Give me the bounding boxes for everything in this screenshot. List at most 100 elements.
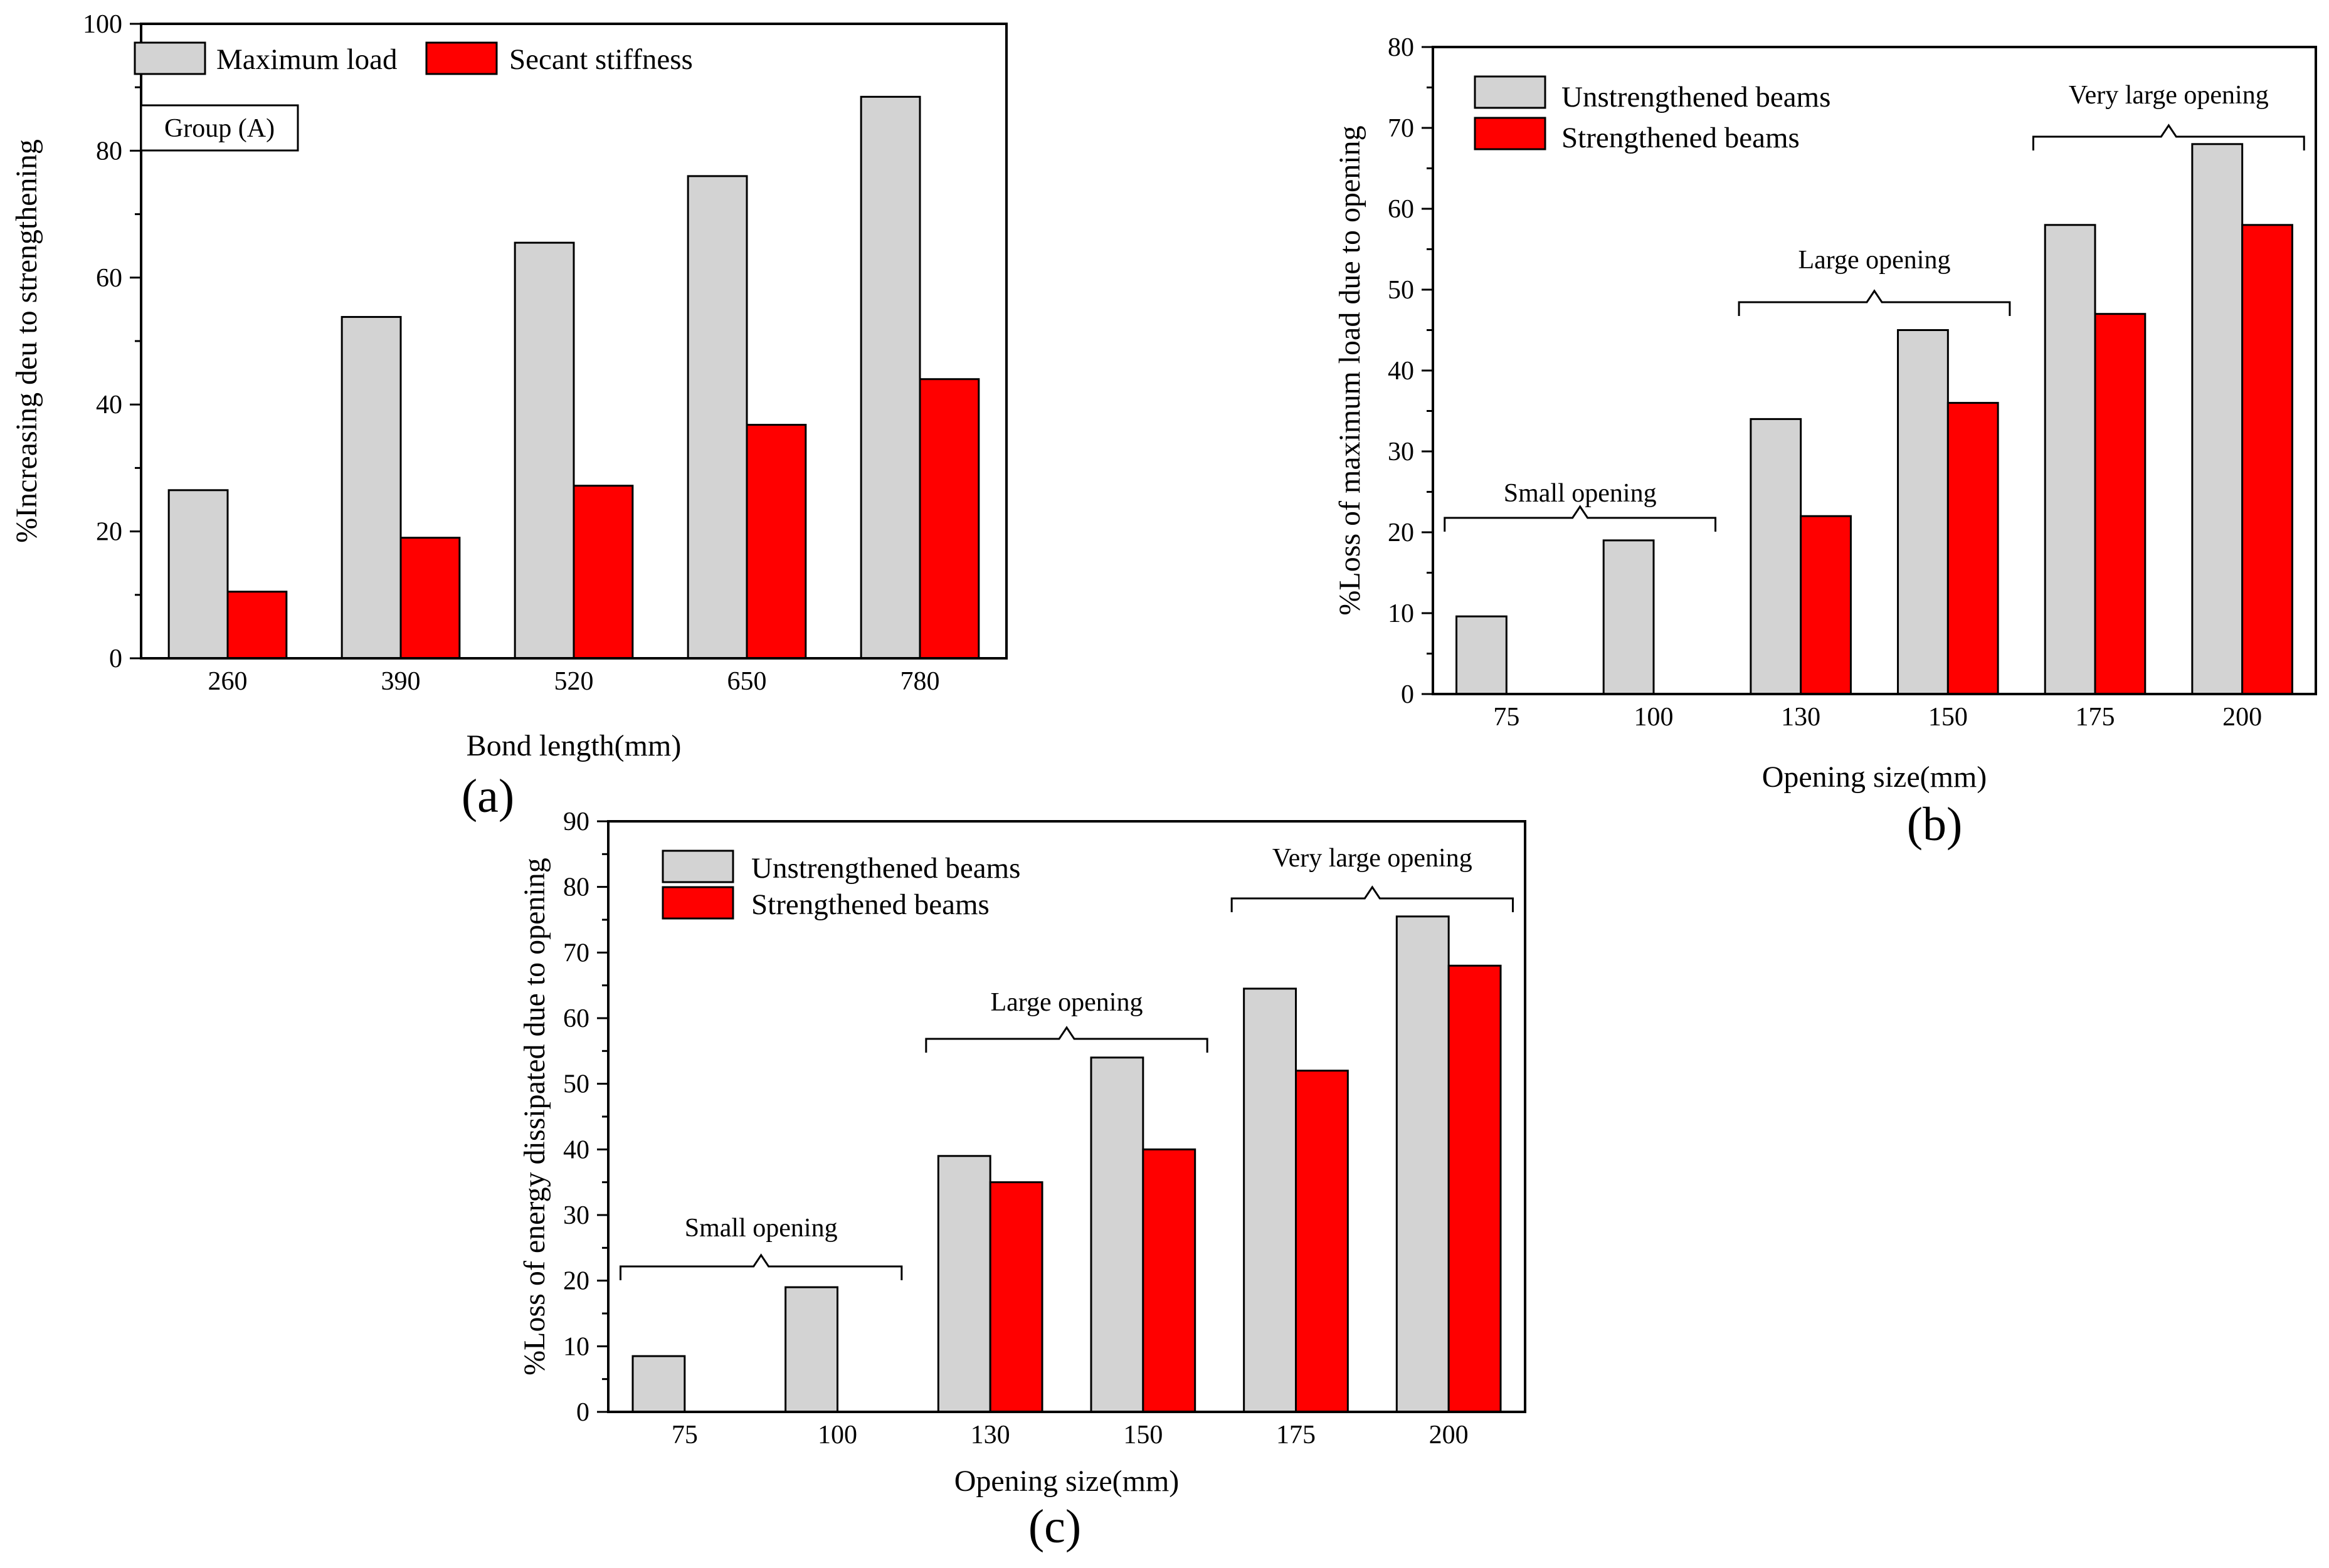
x-tick-label: 650 <box>727 667 767 696</box>
panel-label: (c) <box>1028 1500 1081 1553</box>
x-tick-label: 130 <box>971 1421 1010 1450</box>
bar-a-s0-520 <box>514 241 575 660</box>
y-tick-label: 80 <box>563 873 589 902</box>
bracket-b-0 <box>1444 505 1717 532</box>
bar-c-s1-150 <box>1142 1148 1196 1413</box>
bar-c-s0-150 <box>1090 1056 1144 1413</box>
y-tick-label: 50 <box>1388 276 1414 305</box>
y-tick-label: 90 <box>563 808 589 836</box>
x-tick-label: 200 <box>2222 703 2262 732</box>
legend-swatch-c-0 <box>662 850 734 883</box>
y-tick-label: 10 <box>563 1332 589 1361</box>
group-label: Group (A) <box>164 114 275 143</box>
y-tick-label: 60 <box>96 264 122 293</box>
y-tick-label: 10 <box>1388 599 1414 628</box>
bar-a-s1-780 <box>919 378 980 660</box>
bar-c-s0-100 <box>784 1286 838 1413</box>
x-tick-label: 520 <box>554 667 594 696</box>
y-tick-label: 40 <box>96 391 122 419</box>
bar-b-s0-75 <box>1455 615 1508 695</box>
legend-label: Strengthened beams <box>751 888 990 921</box>
bar-b-s1-200 <box>2241 224 2293 695</box>
panel-label: (b) <box>1907 798 1963 851</box>
x-tick-label: 100 <box>1634 703 1674 732</box>
x-tick-label: 260 <box>208 667 248 696</box>
legend-label: Secant stiffness <box>509 43 693 76</box>
chart-c: 0 10 20 30 40 50 60 70 80 90 75 100 130 150 175 200 Open… <box>518 808 1526 1553</box>
bar-b-s1-130 <box>1800 515 1852 695</box>
bracket-c-1 <box>925 1026 1208 1053</box>
x-tick-label: 390 <box>381 667 421 696</box>
group-box <box>140 104 299 152</box>
bar-c-s0-75 <box>631 1355 686 1413</box>
y-tick-label: 80 <box>96 137 122 166</box>
legend-swatch-b-0 <box>1474 75 1546 109</box>
y-tick-label: 0 <box>1401 680 1414 709</box>
y-tick-label: 40 <box>1388 357 1414 386</box>
legend-swatch-b-1 <box>1474 117 1546 150</box>
y-tick-label: 70 <box>1388 114 1414 143</box>
bar-c-s0-175 <box>1243 987 1297 1413</box>
bar-a-s1-520 <box>573 485 634 660</box>
y-tick-label: 40 <box>563 1135 589 1164</box>
x-axis-label: Bond length(mm) <box>467 729 682 762</box>
bar-a-s1-390 <box>399 537 461 660</box>
x-tick-label: 175 <box>2076 703 2115 732</box>
bar-b-s0-150 <box>1897 329 1949 695</box>
bar-a-s1-260 <box>226 591 288 660</box>
y-tick-label: 20 <box>563 1267 589 1296</box>
bracket-b-2 <box>2032 124 2305 150</box>
bracket-c-2 <box>1230 885 1514 912</box>
x-tick-label: 780 <box>900 667 940 696</box>
bar-a-s1-650 <box>746 424 807 660</box>
bar-b-s0-175 <box>2044 224 2096 695</box>
x-axis-label: Opening size(mm) <box>1762 760 1987 794</box>
bar-b-s0-100 <box>1602 539 1655 695</box>
bar-b-s0-130 <box>1750 418 1802 695</box>
bracket-label: Large opening <box>1798 246 1951 275</box>
x-tick-label: 175 <box>1276 1421 1316 1450</box>
legend-label: Maximum load <box>216 43 398 76</box>
bracket-label: Small opening <box>1504 479 1657 508</box>
bracket-c-0 <box>619 1253 903 1280</box>
y-tick-label: 0 <box>109 645 122 673</box>
bar-c-s0-200 <box>1395 915 1450 1413</box>
chart-b: 0 10 20 30 40 50 60 70 80 75 100 130 150 175 200 Openin… <box>1333 33 2317 851</box>
bar-c-s1-200 <box>1447 964 1502 1413</box>
x-tick-label: 150 <box>1928 703 1968 732</box>
y-axis-label: %Loss of maximum load due to opening <box>1333 125 1366 615</box>
y-axis-label: %Loss of energy dissipated due to openin… <box>518 858 551 1376</box>
bar-a-s0-780 <box>860 95 921 660</box>
x-tick-label: 75 <box>1493 703 1519 732</box>
x-tick-label: 200 <box>1429 1421 1469 1450</box>
y-axis-label: %Increasing deu to strengthening <box>10 139 43 543</box>
plot-frame-c <box>607 820 1526 1413</box>
bar-c-s1-130 <box>989 1181 1043 1413</box>
bracket-label: Very large opening <box>2069 81 2269 110</box>
y-tick-label: 30 <box>1388 438 1414 466</box>
y-tick-label: 70 <box>563 939 589 967</box>
legend-label: Unstrengthened beams <box>751 852 1020 885</box>
bar-b-s0-200 <box>2191 143 2244 695</box>
bracket-b-1 <box>1738 289 2011 316</box>
legend-swatch-a-1 <box>425 41 498 75</box>
y-tick-label: 50 <box>563 1070 589 1099</box>
y-tick-label: 20 <box>96 518 122 547</box>
x-tick-label: 130 <box>1781 703 1820 732</box>
bar-a-s0-260 <box>167 489 229 660</box>
y-tick-label: 0 <box>576 1398 589 1427</box>
x-axis-label: Opening size(mm) <box>954 1465 1180 1498</box>
bar-a-s0-390 <box>341 316 402 660</box>
bracket-label: Large opening <box>991 988 1143 1017</box>
y-tick-label: 100 <box>83 10 122 39</box>
bar-c-s0-130 <box>937 1155 991 1413</box>
bar-b-s1-150 <box>1946 402 1999 695</box>
y-tick-label: 60 <box>1388 195 1414 224</box>
y-tick-label: 80 <box>1388 33 1414 62</box>
legend-swatch-c-1 <box>662 886 734 920</box>
chart-a: 0 20 40 60 80 100 260 390 520 650 780 Bond length(m… <box>10 10 1008 823</box>
x-tick-label: 75 <box>672 1421 698 1450</box>
y-tick-label: 20 <box>1388 518 1414 547</box>
y-tick-label: 30 <box>563 1201 589 1230</box>
